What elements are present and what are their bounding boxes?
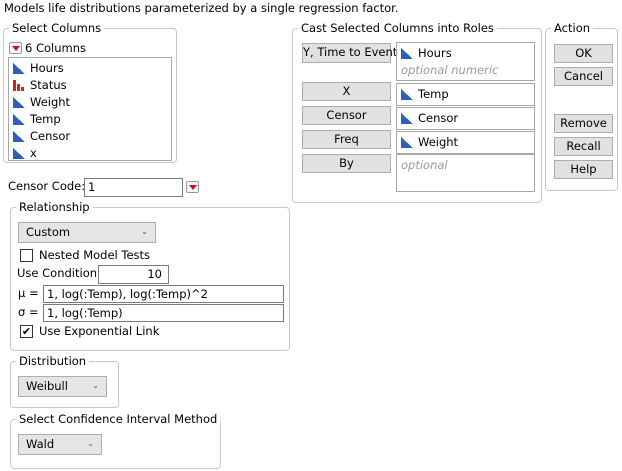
chevron-down-icon: ⌄ — [92, 381, 99, 390]
by-role-box[interactable]: optional — [396, 154, 535, 192]
red-triangle-menu-icon[interactable] — [9, 42, 22, 54]
distribution-group: Distribution Weibull ⌄ — [10, 354, 119, 408]
continuous-icon — [13, 63, 25, 74]
continuous-icon — [401, 137, 413, 148]
column-name: Hours — [30, 61, 64, 75]
description: Models life distributions parameterized … — [4, 1, 399, 15]
select-columns-group: Select Columns 6 Columns Hours Status We… — [3, 21, 177, 163]
y-time-to-event-button[interactable]: Y, Time to Event — [302, 43, 397, 63]
group-title: Distribution — [16, 354, 90, 368]
column-name: Temp — [30, 112, 61, 126]
continuous-icon — [401, 89, 413, 100]
by-button[interactable]: By — [302, 154, 391, 173]
list-item[interactable]: Censor — [9, 128, 171, 145]
continuous-icon — [401, 113, 413, 124]
columns-count: 6 Columns — [25, 41, 87, 55]
mu-input[interactable]: 1, log(:Temp), log(:Temp)^2 — [43, 285, 284, 303]
exponential-link-checkbox[interactable]: ✔ — [20, 325, 33, 338]
group-title: Select Confidence Interval Method — [16, 412, 221, 426]
group-title: Action — [551, 21, 594, 35]
column-name: x — [30, 146, 37, 160]
dropdown-value: Weibull — [26, 379, 68, 393]
distribution-dropdown[interactable]: Weibull ⌄ — [18, 376, 107, 397]
x-button[interactable]: X — [302, 82, 391, 101]
continuous-icon — [13, 97, 25, 108]
dropdown-value: Custom — [26, 225, 71, 239]
dropdown-value: Wald — [26, 437, 55, 451]
cast-roles-group: Cast Selected Columns into Roles Y, Time… — [292, 21, 542, 203]
list-item[interactable]: Weight — [397, 134, 534, 151]
role-value: Temp — [418, 87, 449, 101]
help-button[interactable]: Help — [554, 160, 613, 179]
role-placeholder: optional — [401, 158, 448, 172]
cancel-button[interactable]: Cancel — [554, 67, 613, 86]
column-name: Censor — [30, 129, 71, 143]
nominal-icon — [13, 80, 25, 91]
ci-method-group: Select Confidence Interval Method Wald ⌄ — [10, 412, 221, 469]
column-list[interactable]: Hours Status Weight Temp Censor x — [8, 57, 172, 161]
group-title: Select Columns — [9, 21, 105, 35]
use-condition-label: Use Condition — [17, 266, 98, 280]
list-item[interactable]: Weight — [9, 94, 171, 111]
group-title: Relationship — [16, 200, 93, 214]
continuous-icon — [401, 48, 413, 59]
mu-label: μ = — [18, 286, 39, 300]
list-item[interactable]: x — [9, 145, 171, 162]
censor-code-input[interactable]: 1 — [84, 178, 183, 197]
role-value: Hours — [418, 46, 452, 60]
censor-code-label: Censor Code: — [8, 179, 86, 193]
relationship-group: Relationship Custom ⌄ Nested Model Tests … — [10, 200, 290, 351]
freq-role-box[interactable]: Weight — [396, 131, 535, 154]
sigma-input[interactable]: 1, log(:Temp) — [43, 304, 284, 322]
remove-button[interactable]: Remove — [554, 114, 613, 133]
list-item[interactable]: Hours — [9, 60, 171, 77]
continuous-icon — [13, 131, 25, 142]
ci-method-dropdown[interactable]: Wald ⌄ — [18, 434, 102, 455]
list-item[interactable]: Temp — [9, 111, 171, 128]
relationship-dropdown[interactable]: Custom ⌄ — [18, 222, 156, 243]
freq-button[interactable]: Freq — [302, 130, 391, 149]
group-title: Cast Selected Columns into Roles — [298, 21, 497, 35]
exponential-link-label: Use Exponential Link — [39, 324, 160, 338]
list-item[interactable]: Censor — [397, 110, 534, 127]
continuous-icon — [13, 148, 25, 159]
use-condition-input[interactable]: 10 — [98, 265, 169, 284]
nested-model-tests-checkbox[interactable] — [20, 249, 33, 262]
censor-button[interactable]: Censor — [302, 106, 391, 125]
y-role-box[interactable]: Hours optional numeric — [396, 42, 535, 81]
role-placeholder: optional numeric — [401, 63, 499, 77]
action-group: Action OK Cancel Remove Recall Help — [545, 21, 618, 191]
column-name: Status — [30, 78, 67, 92]
chevron-down-icon: ⌄ — [141, 227, 148, 236]
censor-code-menu-icon[interactable] — [186, 181, 199, 193]
chevron-down-icon: ⌄ — [87, 439, 94, 448]
ok-button[interactable]: OK — [554, 44, 613, 63]
sigma-label: σ = — [18, 305, 39, 319]
nested-model-tests-label: Nested Model Tests — [39, 248, 151, 262]
x-role-box[interactable]: Temp — [396, 83, 535, 106]
censor-role-box[interactable]: Censor — [396, 107, 535, 130]
list-item[interactable]: Hours — [397, 45, 534, 62]
column-name: Weight — [30, 95, 71, 109]
list-item[interactable]: Status — [9, 77, 171, 94]
list-item[interactable]: Temp — [397, 86, 534, 103]
role-value: Weight — [418, 135, 459, 149]
continuous-icon — [13, 114, 25, 125]
role-value: Censor — [418, 111, 459, 125]
recall-button[interactable]: Recall — [554, 137, 613, 156]
